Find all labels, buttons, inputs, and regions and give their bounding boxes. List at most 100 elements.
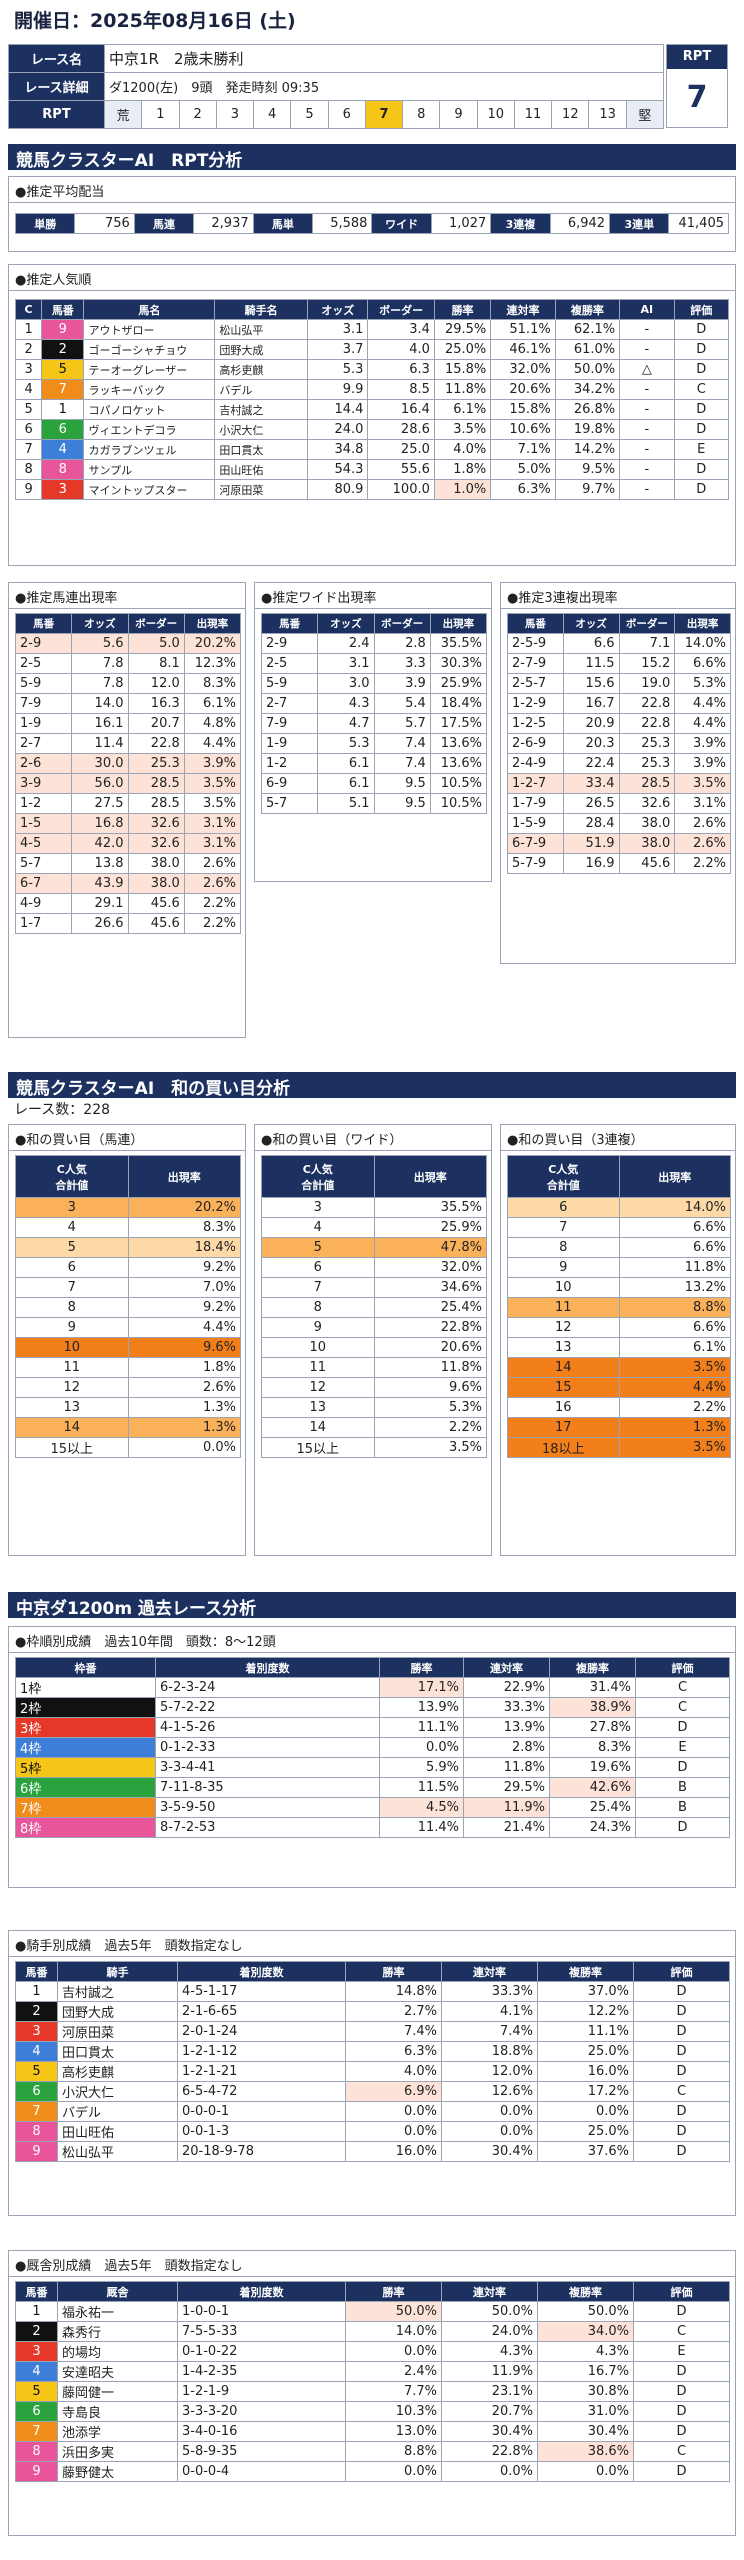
table-row: 2 森秀行 7-5-5-33 14.0% 24.0% 34.0% C xyxy=(15,2321,730,2342)
past-cell: 31.0% xyxy=(537,2401,634,2422)
wa-rate: 3.5% xyxy=(618,1437,731,1458)
wa-sanfuku-title: ●和の買い目（3連複） xyxy=(501,1125,735,1151)
mini-cell: 5.7 xyxy=(373,713,431,734)
table-row: 1-5 16.8 32.6 3.1% xyxy=(14,813,242,834)
wa-rate: 3.5% xyxy=(373,1437,487,1458)
popularity-table: C 馬番 馬名 騎手名 オッズ ボーダー 勝率 連対率 複勝率 AI 評価 1 9 アウトザロー 松山弘平… xyxy=(14,299,730,500)
mini-cell: 25.3 xyxy=(618,733,676,754)
wa-umaren-box: ●和の買い目（馬連） C人気 合計値 出現率 3 20.2% 4 8.3% 5 18.4% 6 9.… xyxy=(8,1124,246,1556)
past-header: 連対率 xyxy=(463,1657,550,1678)
pop-cell: 8 xyxy=(41,459,85,480)
past-cell: 0.0% xyxy=(441,2461,538,2482)
mini-header: 出現率 xyxy=(674,613,731,634)
pop-cell: 80.9 xyxy=(306,479,369,500)
past-header: 評価 xyxy=(635,1657,730,1678)
table-row: 2-4-9 22.4 25.3 3.9% xyxy=(507,753,731,774)
pop-cell: - xyxy=(619,379,675,400)
wa-rate: 0.0% xyxy=(127,1437,241,1458)
waku-cell: D xyxy=(635,1817,730,1838)
waku-cell: 3枠 xyxy=(15,1717,156,1738)
table-row: 8 浜田多実 5-8-9-35 8.8% 22.8% 38.6% C xyxy=(15,2441,730,2462)
past-cell: C xyxy=(633,2321,730,2342)
mini-cell: 6.6% xyxy=(674,653,731,674)
past-cell: 7-5-5-33 xyxy=(177,2321,346,2342)
table-row: 5-9 3.0 3.9 25.9% xyxy=(260,673,488,694)
past-cell: 7.4% xyxy=(441,2021,538,2042)
mini-cell: 2.2% xyxy=(674,853,731,874)
pop-cell: ゴーゴーシャチョウ xyxy=(83,339,216,360)
pop-cell: 1 xyxy=(14,319,43,340)
table-row: 5枠 3-3-4-41 5.9% 11.8% 19.6% D xyxy=(15,1757,730,1778)
wa-rate: 1.3% xyxy=(127,1417,241,1438)
wa-rate: 7.0% xyxy=(127,1277,241,1298)
wa-section-title: 競馬クラスターAI 和の買い目分析 xyxy=(8,1072,736,1099)
past-header: 馬番 xyxy=(15,2281,58,2302)
past-cell: 30.4% xyxy=(537,2421,634,2442)
wa-rate: 14.0% xyxy=(618,1197,731,1218)
wa-sum: 14 xyxy=(15,1417,129,1438)
wa-rate: 11.8% xyxy=(618,1257,731,1278)
waku-cell: 5.9% xyxy=(379,1757,464,1778)
table-row: 7 池添学 3-4-0-16 13.0% 30.4% 30.4% D xyxy=(15,2421,730,2442)
waku-cell: 2枠 xyxy=(15,1697,156,1718)
wa-sum: 10 xyxy=(15,1337,129,1358)
wa-rate: 13.2% xyxy=(618,1277,731,1298)
wa-rate: 9.2% xyxy=(127,1297,241,1318)
mini-cell: 3.3 xyxy=(373,653,431,674)
pop-cell: 8.5 xyxy=(367,379,435,400)
past-header: 枠番 xyxy=(15,1657,156,1678)
past-cell: 7.4% xyxy=(345,2021,442,2042)
wa-sum: 17 xyxy=(507,1417,620,1438)
past-header: 着別度数 xyxy=(155,1657,380,1678)
past-cell: 団野大成 xyxy=(57,2001,178,2022)
mini-cell: 5.3% xyxy=(674,673,731,694)
waku-cell: 31.4% xyxy=(549,1677,636,1698)
pop-cell: 15.8% xyxy=(490,399,556,420)
table-row: 1-2-7 33.4 28.5 3.5% xyxy=(507,773,731,794)
pop-header: 連対率 xyxy=(490,299,556,320)
past-cell: 0-0-0-4 xyxy=(177,2461,346,2482)
table-row: 1-9 5.3 7.4 13.6% xyxy=(260,733,488,754)
table-row: 5-7-9 16.9 45.6 2.2% xyxy=(507,853,731,874)
wa-header-line1: C人気 xyxy=(548,1162,579,1176)
waku-cell: 7枠 xyxy=(15,1797,156,1818)
rpt-scale-荒: 荒 xyxy=(103,100,143,129)
past-header: 勝率 xyxy=(345,1961,442,1982)
waku-cell: 8-7-2-53 xyxy=(155,1817,380,1838)
mini-cell: 3.1 xyxy=(317,653,375,674)
wide-rate-box: ●推定ワイド出現率 馬番 オッズ ボーダー 出現率 2-9 2.4 2.8 35.5% 2-5 3… xyxy=(254,582,492,882)
past-cell: 37.6% xyxy=(537,2141,634,2162)
pop-cell: D xyxy=(673,359,730,380)
mini-cell: 3.1% xyxy=(183,833,242,854)
table-row: 7枠 3-5-9-50 4.5% 11.9% 25.4% B xyxy=(15,1797,730,1818)
wa-header: C人気 合計値 xyxy=(261,1155,375,1198)
table-row: 1-7-9 26.5 32.6 3.1% xyxy=(507,793,731,814)
wa-header-rate: 出現率 xyxy=(127,1155,241,1198)
table-row: 4 安達昭夫 1-4-2-35 2.4% 11.9% 16.7% D xyxy=(15,2361,730,2382)
past-cell: D xyxy=(633,2121,730,2142)
pop-cell: 田山旺佑 xyxy=(214,459,308,480)
wa-sum: 7 xyxy=(261,1277,375,1298)
umaren-rate-box: ●推定馬連出現率 馬番 オッズ ボーダー 出現率 2-9 5.6 5.0 20.2% 2-5 7.… xyxy=(8,582,246,1038)
mini-cell: 1-9 xyxy=(14,713,73,734)
mini-cell: 4-5 xyxy=(14,833,73,854)
pop-cell: D xyxy=(673,319,730,340)
waku-title: ●枠順別成績 過去10年間 頭数：8～12頭 xyxy=(9,1627,735,1653)
pop-header: ボーダー xyxy=(367,299,435,320)
payout-label: 馬単 xyxy=(252,213,314,234)
table-row: 3 20.2% xyxy=(15,1197,241,1218)
mini-cell: 2.2% xyxy=(183,893,242,914)
wa-rate: 18.4% xyxy=(127,1237,241,1258)
waku-cell: D xyxy=(635,1757,730,1778)
pop-cell: 28.6 xyxy=(367,419,435,440)
waku-cell: 11.1% xyxy=(379,1717,464,1738)
race-name-label: レース名 xyxy=(8,44,105,73)
mini-cell: 8.1 xyxy=(127,653,185,674)
mini-cell: 5.0 xyxy=(127,633,185,654)
mini-cell: 22.8 xyxy=(618,713,676,734)
wa-sum: 3 xyxy=(261,1197,375,1218)
mini-cell: 3.5% xyxy=(674,773,731,794)
past-cell: D xyxy=(633,2021,730,2042)
pop-cell: 6.3% xyxy=(490,479,556,500)
mini-cell: 11.5 xyxy=(562,653,620,674)
